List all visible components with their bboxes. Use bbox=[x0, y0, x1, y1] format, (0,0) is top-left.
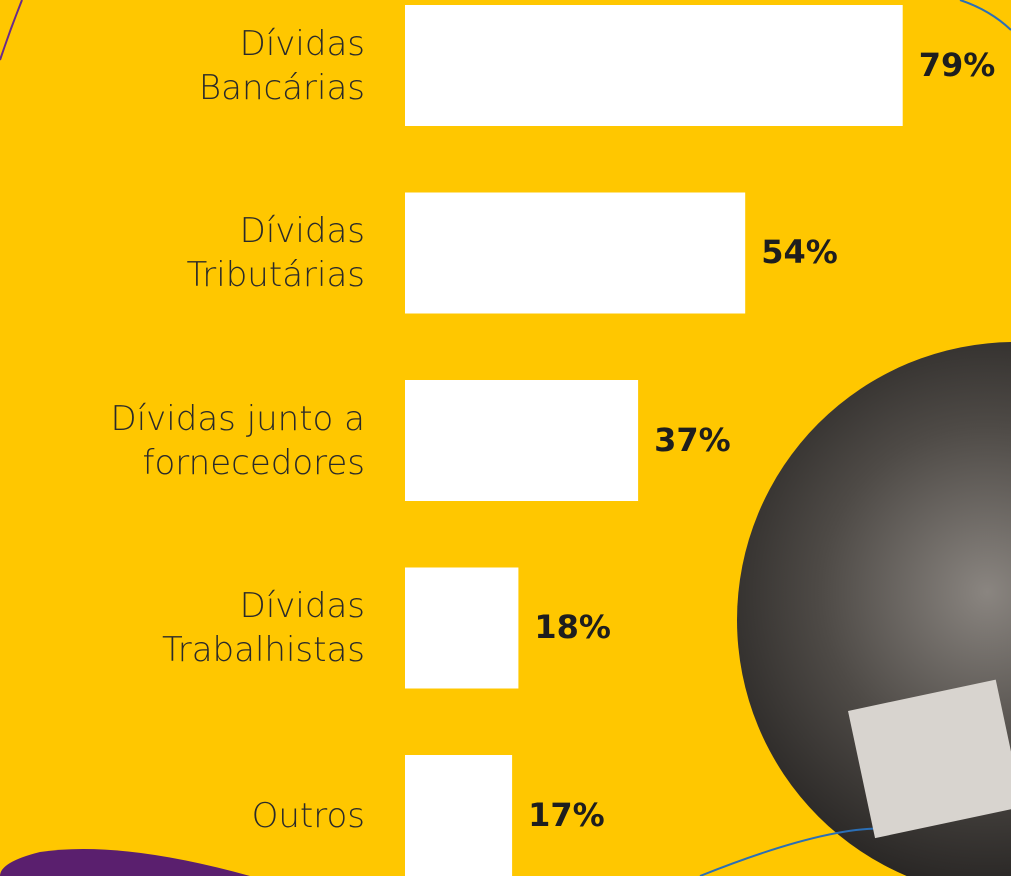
value-label: 37% bbox=[654, 420, 731, 459]
value-label: 17% bbox=[528, 795, 605, 834]
category-label: Outros bbox=[251, 795, 365, 836]
bar bbox=[405, 5, 903, 126]
category-label: Dívidas junto a fornecedores bbox=[110, 398, 365, 483]
decor-curve bbox=[959, 0, 1011, 31]
bar bbox=[405, 192, 746, 314]
category-label: Dívidas Trabalhistas bbox=[161, 586, 365, 670]
bar bbox=[405, 380, 639, 501]
value-label: 79% bbox=[918, 45, 996, 84]
decor-corner bbox=[0, 849, 250, 876]
value-label: 54% bbox=[761, 233, 838, 271]
photo-papers bbox=[848, 679, 1011, 839]
category-label: Dívidas Tributárias bbox=[186, 211, 365, 295]
decor-curve bbox=[0, 0, 23, 61]
category-label: Dívidas Bancárias bbox=[198, 23, 365, 108]
value-label: 18% bbox=[534, 608, 611, 646]
bar bbox=[405, 755, 513, 876]
bar bbox=[405, 567, 519, 689]
